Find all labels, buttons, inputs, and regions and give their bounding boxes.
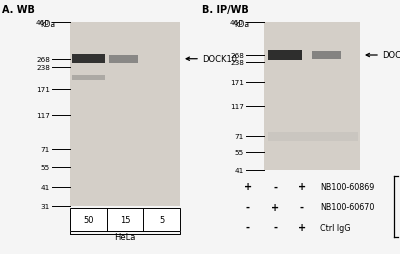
Text: kDa: kDa bbox=[40, 20, 55, 29]
Text: 41: 41 bbox=[41, 184, 50, 190]
Text: 117: 117 bbox=[230, 103, 244, 109]
Text: -: - bbox=[273, 182, 277, 192]
Text: 460: 460 bbox=[36, 20, 50, 26]
Text: -: - bbox=[273, 222, 277, 232]
Text: -: - bbox=[246, 222, 250, 232]
Text: 71: 71 bbox=[41, 147, 50, 153]
Text: HeLa: HeLa bbox=[114, 232, 136, 241]
Text: DOCK10: DOCK10 bbox=[202, 55, 237, 64]
Bar bbox=[72, 55, 105, 64]
Text: kDa: kDa bbox=[234, 20, 249, 29]
Text: 238: 238 bbox=[36, 65, 50, 71]
Text: 55: 55 bbox=[41, 164, 50, 170]
Text: DOCK10: DOCK10 bbox=[382, 51, 400, 60]
Bar bbox=[70, 208, 180, 231]
Text: 15: 15 bbox=[120, 215, 130, 224]
Text: +: + bbox=[298, 182, 306, 192]
Text: 55: 55 bbox=[235, 149, 244, 155]
Text: -: - bbox=[300, 202, 304, 212]
Text: 5: 5 bbox=[159, 215, 164, 224]
Text: 238: 238 bbox=[230, 60, 244, 66]
Text: -: - bbox=[246, 202, 250, 212]
Bar bbox=[268, 132, 358, 142]
Text: A. WB: A. WB bbox=[2, 5, 35, 15]
Bar bbox=[72, 76, 105, 80]
Text: 268: 268 bbox=[230, 53, 244, 59]
Text: 71: 71 bbox=[235, 134, 244, 140]
Text: +: + bbox=[244, 182, 252, 192]
Text: 41: 41 bbox=[235, 167, 244, 173]
Text: 117: 117 bbox=[36, 113, 50, 119]
Text: B. IP/WB: B. IP/WB bbox=[202, 5, 249, 15]
Text: 31: 31 bbox=[41, 203, 50, 209]
Text: Ctrl IgG: Ctrl IgG bbox=[320, 223, 350, 232]
Text: 171: 171 bbox=[36, 87, 50, 93]
Bar bbox=[268, 51, 302, 61]
Bar bbox=[312, 51, 341, 60]
Text: 50: 50 bbox=[83, 215, 94, 224]
Text: NB100-60869: NB100-60869 bbox=[320, 182, 374, 191]
Bar bbox=[70, 23, 180, 206]
Bar bbox=[109, 56, 138, 63]
Text: +: + bbox=[271, 202, 279, 212]
Text: NB100-60670: NB100-60670 bbox=[320, 202, 374, 212]
Text: 268: 268 bbox=[36, 56, 50, 62]
Text: +: + bbox=[298, 222, 306, 232]
Bar bbox=[264, 23, 360, 170]
Text: 460: 460 bbox=[230, 20, 244, 26]
Text: 171: 171 bbox=[230, 80, 244, 86]
